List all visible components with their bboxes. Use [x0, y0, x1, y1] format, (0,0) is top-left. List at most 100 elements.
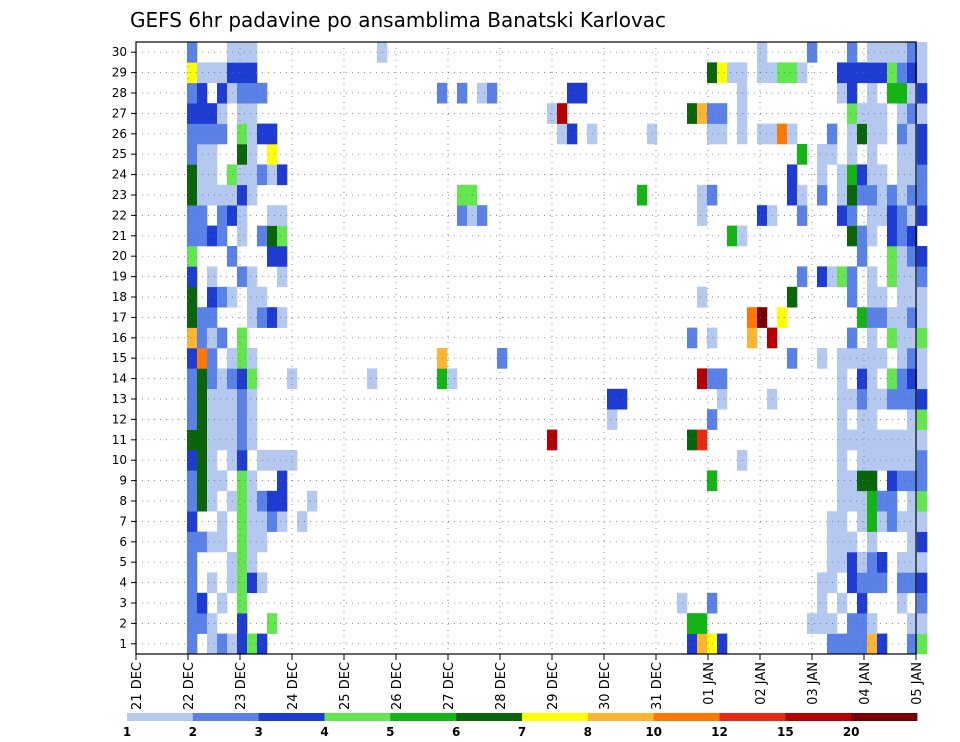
y-tick-label: 13 [112, 392, 127, 406]
heatmap-cell [247, 164, 258, 186]
heatmap-cell [247, 62, 258, 84]
heatmap-cell [187, 429, 198, 451]
heatmap-cell [847, 123, 858, 145]
heatmap-cell [837, 470, 848, 492]
heatmap-cell [277, 246, 288, 267]
y-tick-label: 2 [119, 616, 127, 630]
colorbar-label: 8 [584, 725, 592, 739]
heatmap-cell [867, 470, 878, 492]
x-tick-label: 25 DEC [338, 662, 353, 710]
y-tick-label: 25 [112, 147, 127, 161]
heatmap-cell [907, 388, 918, 410]
heatmap-cell [897, 388, 908, 410]
heatmap-cell [217, 531, 228, 553]
heatmap-cell [207, 286, 218, 308]
y-tick-label: 15 [112, 351, 127, 365]
y-tick-label: 5 [119, 555, 127, 569]
heatmap-cell [897, 103, 908, 124]
heatmap-cell [907, 123, 918, 145]
heatmap-cell [237, 205, 248, 226]
heatmap-cell [207, 225, 218, 247]
colorbar-label: 2 [189, 725, 197, 739]
heatmap-cell [867, 123, 878, 145]
heatmap-cell [207, 123, 218, 145]
heatmap-cell [237, 184, 248, 206]
colorbar-swatch [719, 713, 786, 721]
heatmap-cell [837, 429, 848, 451]
heatmap-cell [187, 388, 198, 410]
heatmap-cell [817, 348, 828, 369]
heatmap-cell [847, 613, 858, 634]
heatmap-cell [837, 511, 848, 532]
heatmap-cell [747, 307, 758, 328]
heatmap-cell [917, 429, 928, 451]
heatmap-cell [907, 327, 918, 349]
heatmap-cell [207, 62, 218, 84]
heatmap-cell [237, 164, 248, 186]
heatmap-cell [237, 490, 248, 512]
heatmap-cell [777, 307, 788, 328]
heatmap-cell [807, 42, 818, 63]
heatmap-cell [867, 327, 878, 349]
heatmap-cell [187, 613, 198, 634]
heatmap-cell [247, 531, 258, 553]
heatmap-cell [907, 368, 918, 390]
heatmap-cell [687, 633, 698, 655]
y-tick-label: 8 [119, 494, 127, 508]
heatmap-cell [907, 103, 918, 124]
heatmap-cell [917, 388, 928, 410]
heatmap-cell [237, 144, 248, 165]
heatmap-cell [877, 552, 888, 573]
heatmap-cell [207, 633, 218, 655]
heatmap-cell [917, 633, 928, 655]
heatmap-cell [867, 388, 878, 410]
heatmap-cell [207, 470, 218, 492]
heatmap-cell [907, 429, 918, 451]
heatmap-cell [207, 348, 218, 369]
heatmap-cell [847, 327, 858, 349]
heatmap-cell [907, 164, 918, 186]
heatmap-cell [837, 184, 848, 206]
heatmap-cell [187, 450, 198, 471]
heatmap-cell [247, 552, 258, 573]
x-tick-label: 31 DEC [650, 662, 665, 710]
heatmap-cell [187, 409, 198, 430]
heatmap-cell [237, 82, 248, 104]
heatmap-cell [247, 511, 258, 532]
heatmap-cell [917, 368, 928, 390]
heatmap-cell [897, 225, 908, 247]
heatmap-cell [247, 123, 258, 145]
heatmap-cell [727, 62, 738, 84]
heatmap-cell [187, 225, 198, 247]
heatmap-cell [697, 633, 708, 655]
heatmap-cell [847, 103, 858, 124]
heatmap-cell [817, 266, 828, 288]
heatmap-cell [247, 633, 258, 655]
heatmap-cell [867, 450, 878, 471]
heatmap-cell [207, 450, 218, 471]
heatmap-cell [867, 613, 878, 634]
heatmap-cell [277, 470, 288, 492]
y-tick-label: 21 [112, 229, 127, 243]
heatmap-cell [757, 42, 768, 63]
heatmap-cell [847, 144, 858, 165]
heatmap-cell [217, 225, 228, 247]
heatmap-cell [907, 572, 918, 594]
heatmap-cell [907, 144, 918, 165]
heatmap-cell [247, 409, 258, 430]
heatmap-cell [907, 613, 918, 634]
heatmap-cell [687, 103, 698, 124]
heatmap-cell [187, 327, 198, 349]
heatmap-cell [267, 613, 278, 634]
heatmap-cell [237, 633, 248, 655]
heatmap-cell [917, 450, 928, 471]
heatmap-cell [897, 246, 908, 267]
heatmap-cell [837, 552, 848, 573]
heatmap-cell [897, 286, 908, 308]
heatmap-cell [837, 531, 848, 553]
heatmap-cell [917, 286, 928, 308]
heatmap-cell [867, 82, 878, 104]
heatmap-cell [187, 470, 198, 492]
heatmap-cell [247, 103, 258, 124]
y-tick-label: 27 [112, 106, 127, 120]
